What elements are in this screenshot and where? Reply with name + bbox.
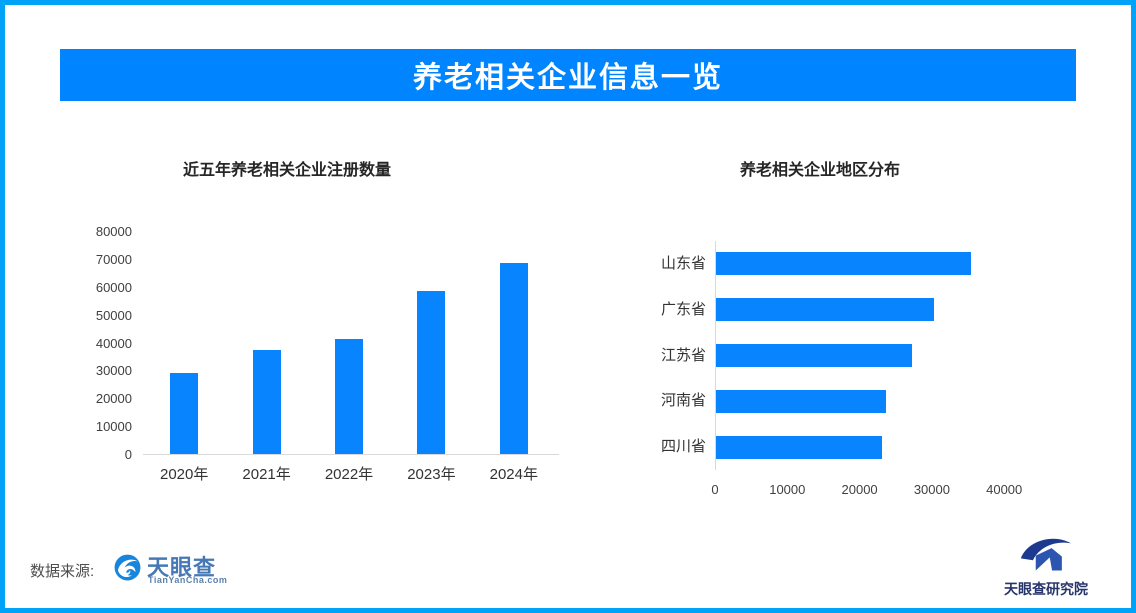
right-chart-title: 养老相关企业地区分布 [740, 162, 901, 179]
category-label: 四川省 [660, 438, 706, 456]
category-label: 广东省 [660, 300, 706, 318]
x-axis-tick-label: 20000 [841, 482, 878, 497]
x-axis-tick-label: 30000 [913, 482, 950, 497]
bar-江苏省 [716, 344, 912, 367]
header-banner: 养老相关企业信息一览 [60, 49, 1076, 101]
x-axis-tick-label: 40000 [986, 482, 1023, 497]
bar-山东省 [716, 252, 972, 276]
research-institute-arc-house-icon [1020, 538, 1072, 571]
left-chart-x-axis-line [143, 454, 559, 455]
data-source-label: 数据来源: [30, 563, 95, 580]
right-chart-y-axis-line [715, 241, 716, 470]
y-axis-tick-label: 0 [124, 447, 132, 462]
bar-河南省 [716, 389, 886, 413]
x-axis-category-label: 2024年 [489, 466, 538, 483]
bar-2024年 [499, 262, 528, 455]
x-axis-category-label: 2020年 [160, 466, 209, 483]
y-axis-tick-label: 20000 [95, 391, 132, 407]
x-axis-category-label: 2021年 [242, 466, 291, 483]
y-axis-tick-label: 40000 [95, 335, 132, 351]
bar-2021年 [252, 350, 281, 455]
bar-2022年 [335, 339, 363, 455]
x-axis-tick-label: 0 [711, 482, 719, 497]
category-label: 山东省 [660, 254, 706, 272]
y-axis-tick-label: 60000 [95, 279, 132, 295]
tianyancha-eye-swirl-icon [114, 554, 141, 581]
research-institute-logo-text: 天眼查研究院 [1004, 581, 1088, 597]
bar-四川省 [716, 435, 882, 459]
y-axis-tick-label: 80000 [95, 224, 132, 239]
y-axis-tick-label: 50000 [95, 307, 132, 323]
category-label: 河南省 [660, 392, 706, 410]
category-label: 江苏省 [660, 346, 706, 364]
page-title: 养老相关企业信息一览 [412, 62, 723, 94]
y-axis-tick-label: 70000 [95, 251, 132, 267]
x-axis-category-label: 2023年 [407, 466, 456, 483]
left-chart-title: 近五年养老相关企业注册数量 [183, 162, 392, 179]
x-axis-tick-label: 10000 [769, 482, 806, 497]
bar-2020年 [170, 373, 199, 455]
tianyancha-logo-subtext: TianYanCha.com [148, 575, 228, 585]
tianyancha-logo-text: 天眼查 [147, 555, 217, 580]
y-axis-tick-label: 10000 [95, 419, 132, 435]
bar-广东省 [716, 298, 935, 322]
y-axis-tick-label: 30000 [95, 363, 132, 379]
bar-2023年 [417, 291, 446, 455]
x-axis-category-label: 2022年 [324, 466, 374, 483]
